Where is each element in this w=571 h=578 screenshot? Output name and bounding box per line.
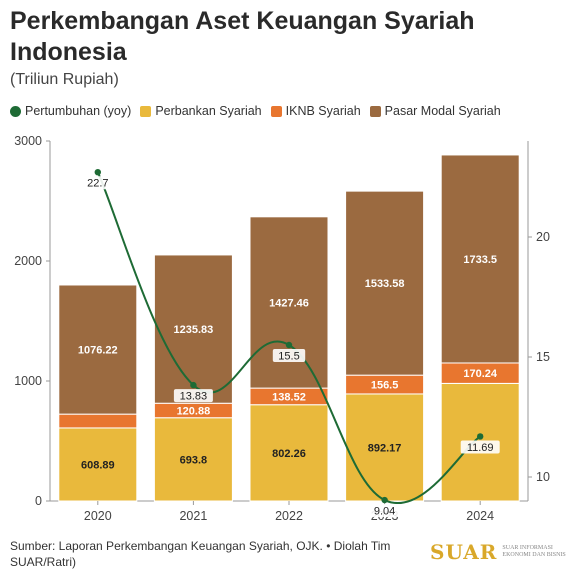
- bar-data-label: 120.88: [177, 405, 211, 417]
- bar-data-label: 892.17: [368, 442, 402, 454]
- left-axis-tick-label: 2000: [14, 254, 42, 268]
- bar-data-label: 802.26: [272, 448, 306, 460]
- legend-item-capital-market: Pasar Modal Syariah: [369, 104, 501, 118]
- growth-label-bg: [272, 349, 306, 362]
- growth-point: [381, 496, 388, 504]
- bar-data-label: 1533.58: [365, 278, 405, 290]
- growth-label-bg: [368, 504, 401, 518]
- growth-point: [477, 433, 484, 440]
- bar-segment: [58, 413, 138, 429]
- left-axis-tick-label: 0: [35, 494, 42, 508]
- growth-label-bg: [81, 176, 114, 190]
- growth-data-label: 15.5: [278, 351, 299, 363]
- left-axis-tick-label: 1000: [14, 374, 42, 388]
- growth-data-label: 13.83: [180, 391, 208, 403]
- bar-segment: [58, 427, 138, 502]
- bar-segment: [58, 284, 138, 415]
- logo-tagline: Suar Informasi Ekonomi dan Bisnis: [502, 545, 566, 558]
- logo-wordmark: SUAR: [430, 540, 498, 564]
- x-axis-tick-label: 2022: [275, 509, 303, 523]
- legend-label-iknb: IKNB Syariah: [285, 104, 361, 118]
- bar-data-label: 156.5: [371, 380, 399, 392]
- bar-data-label: 170.24: [463, 368, 498, 380]
- legend-item-iknb: IKNB Syariah: [270, 104, 361, 118]
- legend-swatch-banking: [140, 105, 152, 117]
- bar-data-label: 1235.83: [174, 324, 214, 336]
- chart-subtitle: (Triliun Rupiah): [10, 71, 119, 88]
- legend-item-banking: Perbankan Syariah: [140, 104, 262, 118]
- legend-swatch-iknb: [270, 105, 282, 117]
- growth-data-label: 22.7: [87, 178, 108, 190]
- growth-data-label: 11.69: [467, 442, 494, 454]
- x-axis-tick-label: 2020: [84, 509, 112, 523]
- growth-point: [285, 341, 293, 349]
- right-axis-tick-label: 20: [536, 230, 550, 244]
- legend-label-growth: Pertumbuhan (yoy): [25, 104, 132, 118]
- chart-title: Perkembangan Aset Keuangan Syariah Indon…: [10, 7, 475, 66]
- right-axis-tick-label: 15: [536, 350, 550, 364]
- growth-point: [190, 381, 197, 389]
- legend-label-capital-market: Pasar Modal Syariah: [384, 104, 501, 118]
- bar-data-label: 1427.46: [269, 297, 309, 309]
- legend-swatch-growth: [10, 105, 21, 117]
- bar-data-label: 1076.22: [78, 345, 118, 357]
- bar-segment: [345, 190, 425, 376]
- bar-data-label: 1733.5: [463, 254, 497, 266]
- x-axis-tick-label: 2021: [179, 509, 207, 523]
- growth-data-label: 9.04: [374, 506, 395, 518]
- growth-point: [94, 169, 102, 176]
- suar-logo: SUAR Suar Informasi Ekonomi dan Bisnis: [430, 540, 571, 564]
- x-axis-tick-label: 2024: [466, 509, 494, 523]
- bar-segment: [249, 404, 329, 502]
- bar-data-label: 608.89: [81, 459, 115, 471]
- bar-segment: [345, 393, 425, 502]
- right-axis-tick-label: 10: [536, 470, 550, 484]
- legend-item-growth: Pertumbuhan (yoy): [10, 104, 131, 118]
- legend-label-banking: Perbankan Syariah: [155, 104, 262, 118]
- bar-data-label: 693.8: [180, 454, 208, 466]
- bar-segment: [153, 417, 233, 502]
- source-note: Sumber: Laporan Perkembangan Keuangan Sy…: [10, 539, 391, 569]
- bar-segment: [153, 254, 233, 404]
- growth-label-bg: [173, 389, 213, 403]
- left-axis-tick-label: 3000: [14, 134, 42, 148]
- legend: Pertumbuhan (yoy) Perbankan Syariah IKNB…: [10, 104, 510, 118]
- bar-data-label: 138.52: [272, 391, 306, 403]
- growth-label-bg: [460, 440, 500, 454]
- bar-segment: [440, 154, 520, 364]
- legend-swatch-capital-market: [369, 105, 381, 117]
